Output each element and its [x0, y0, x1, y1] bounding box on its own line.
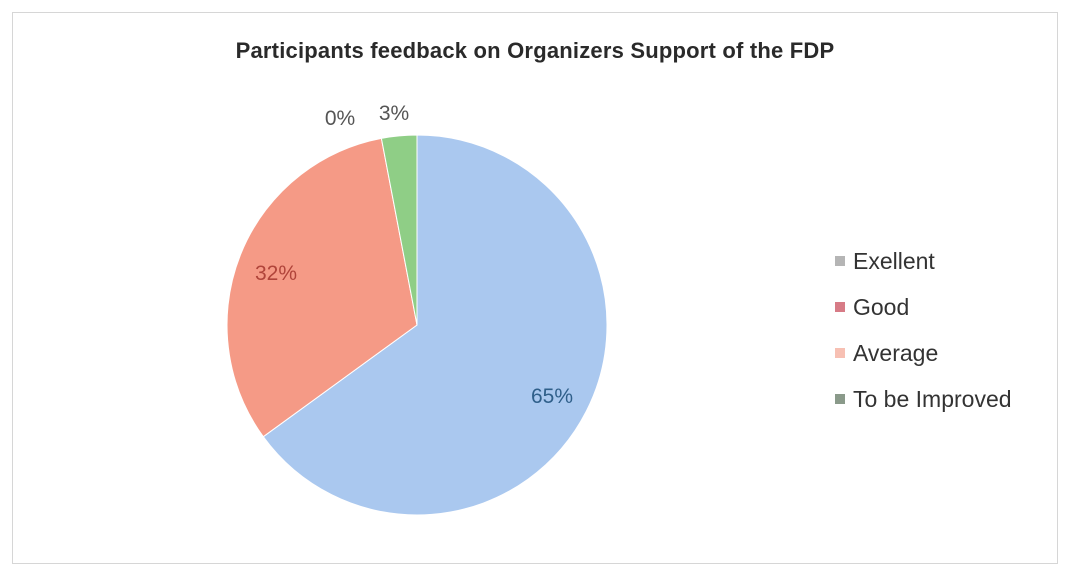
legend-label-average: Average: [853, 339, 939, 366]
chart-legend: Exellent Good Average To be Improved: [835, 238, 1060, 422]
legend-swatch-exellent: [835, 256, 845, 266]
legend-swatch-to-be-improved: [835, 394, 845, 404]
legend-label-exellent: Exellent: [853, 247, 935, 274]
legend-swatch-average: [835, 348, 845, 358]
legend-item-average: Average: [835, 330, 1060, 376]
pie-slice-exellent: [262, 134, 608, 516]
data-label-average: 32%: [255, 262, 297, 285]
legend-item-exellent: Exellent: [835, 238, 1060, 284]
legend-item-to-be-improved: To be Improved: [835, 376, 1060, 422]
legend-swatch-good: [835, 302, 845, 312]
chart-title: Participants feedback on Organizers Supp…: [235, 38, 835, 63]
pie-slice-average: [226, 137, 418, 438]
pie-slice-to-be-improved: [380, 134, 418, 326]
data-label-to-be-improved: 3%: [379, 102, 409, 125]
legend-item-good: Good: [835, 284, 1060, 330]
data-label-good: 0%: [325, 107, 355, 130]
legend-label-good: Good: [853, 293, 910, 320]
legend-label-to-be-improved: To be Improved: [853, 385, 1012, 412]
data-label-exellent: 65%: [531, 385, 573, 408]
